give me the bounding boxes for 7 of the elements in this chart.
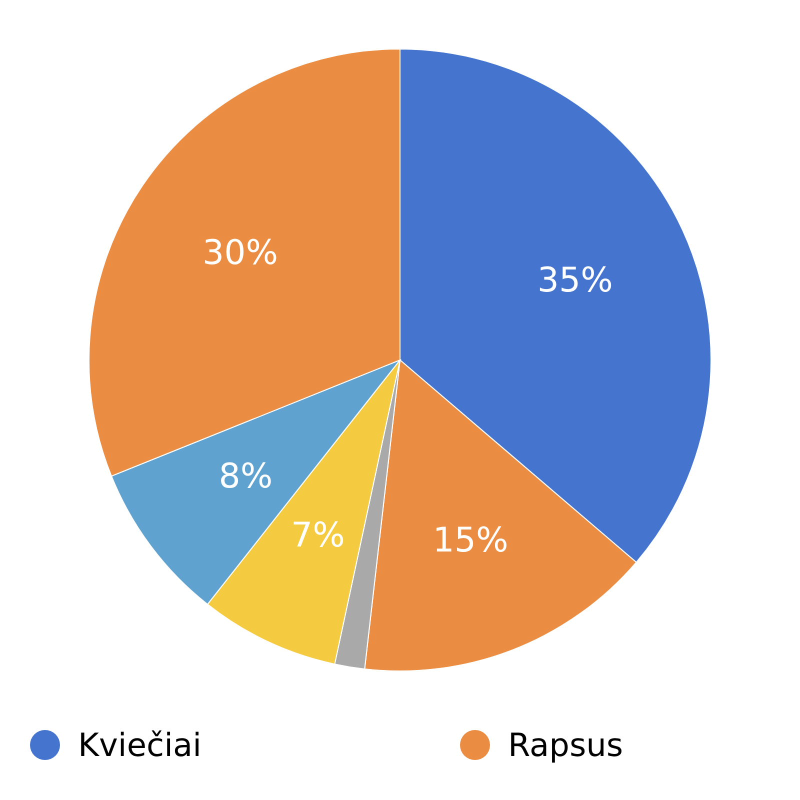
- data-label: 15%: [432, 520, 508, 560]
- legend-label: Kviečiai: [78, 726, 202, 764]
- data-label: 7%: [290, 515, 345, 556]
- legend-label: Rapsus: [508, 726, 624, 764]
- data-label: 30%: [202, 232, 278, 273]
- data-label: 35%: [537, 260, 613, 300]
- data-label: 8%: [218, 456, 273, 497]
